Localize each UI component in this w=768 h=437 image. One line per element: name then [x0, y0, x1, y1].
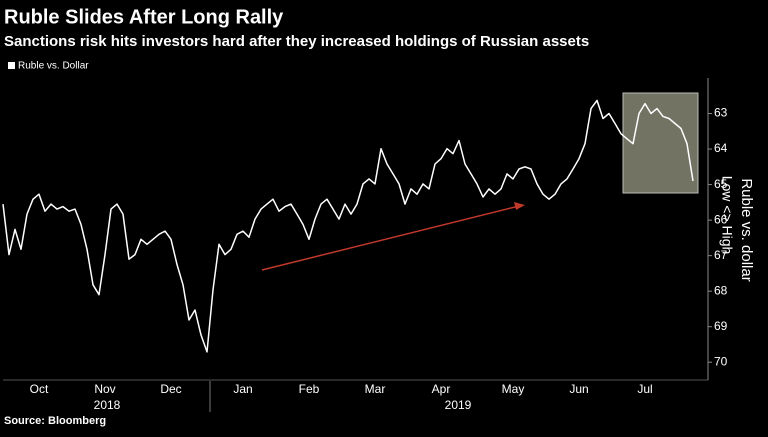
y-tick-label: 67	[714, 248, 728, 262]
legend-swatch	[8, 62, 15, 69]
y-tick-label: 70	[714, 354, 728, 368]
legend-label: Ruble vs. Dollar	[18, 61, 89, 72]
x-tick-label: Oct	[30, 382, 49, 396]
x-tick-label: Jun	[569, 382, 588, 396]
y-tick-label: 66	[714, 212, 728, 226]
trend-arrow	[261, 205, 520, 271]
x-tick-label: Dec	[160, 382, 181, 396]
trend-arrowhead	[514, 202, 525, 210]
y-tick-label: 63	[714, 106, 728, 120]
x-tick-label: Feb	[299, 382, 320, 396]
year-label: 2018	[94, 398, 121, 412]
source: Source: Bloomberg	[4, 415, 106, 427]
y-axis-title: Ruble vs. dollar	[738, 178, 755, 281]
y-tick-label: 69	[714, 319, 728, 333]
chart-subtitle: Sanctions risk hits investors hard after…	[4, 33, 589, 50]
x-tick-label: Mar	[365, 382, 386, 396]
x-tick-label: May	[502, 382, 525, 396]
y-tick-label: 68	[714, 283, 728, 297]
year-label: 2019	[445, 398, 472, 412]
x-tick-label: Jan	[233, 382, 252, 396]
y-direction-label: Low <> High	[719, 176, 735, 255]
y-tick-label: 65	[714, 177, 728, 191]
highlight-box	[622, 92, 699, 194]
chart-title: Ruble Slides After Long Rally	[4, 6, 284, 28]
x-tick-label: Jul	[637, 382, 652, 396]
x-tick-label: Apr	[432, 382, 451, 396]
y-tick-label: 64	[714, 141, 728, 155]
x-tick-label: Nov	[94, 382, 115, 396]
data-line	[2, 99, 694, 353]
